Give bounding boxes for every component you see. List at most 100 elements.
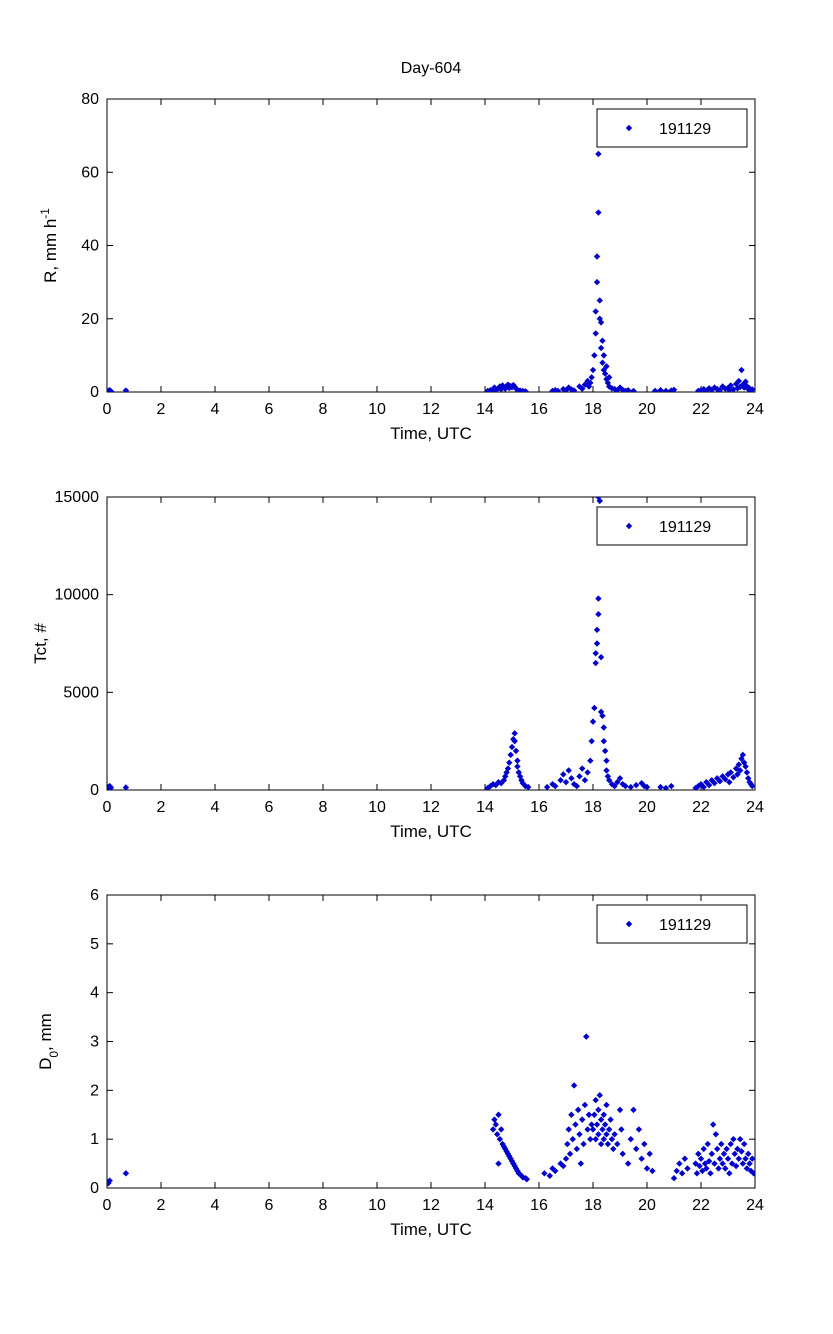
data-point: [597, 653, 605, 661]
x-tick-label: 6: [265, 401, 274, 418]
x-tick-label: 12: [422, 401, 440, 418]
data-point: [570, 1082, 578, 1089]
data-point: [606, 777, 613, 784]
data-point: [493, 1131, 501, 1138]
data-point: [570, 387, 578, 392]
data-point: [508, 743, 516, 751]
data-point: [565, 1126, 572, 1133]
x-tick-label: 10: [368, 1197, 386, 1214]
data-point: [614, 778, 621, 786]
data-point: [495, 1111, 502, 1118]
data-point: [649, 1167, 656, 1175]
data-point: [703, 1165, 710, 1172]
data-point: [595, 1131, 602, 1138]
data-point: [742, 1155, 749, 1162]
data-point: [735, 377, 742, 385]
data-point: [591, 1111, 598, 1118]
data-point: [491, 1116, 498, 1123]
x-tick-label: 0: [103, 401, 112, 418]
data-point: [588, 737, 595, 745]
data-point: [700, 1145, 707, 1153]
data-point: [107, 1177, 113, 1184]
data-point: [700, 783, 707, 790]
x-tick-label: 20: [638, 1197, 656, 1214]
x-tick-label: 14: [476, 799, 494, 816]
data-point: [500, 777, 508, 784]
data-point: [568, 1111, 575, 1118]
data-point: [511, 737, 518, 745]
data-point: [122, 387, 130, 392]
data-point: [619, 1150, 626, 1158]
legend-marker: [625, 522, 633, 530]
data-point: [719, 1160, 726, 1167]
data-point: [606, 374, 613, 381]
data-point: [678, 1170, 686, 1177]
data-point: [723, 1145, 730, 1153]
data-point: [738, 366, 745, 374]
data-point: [618, 1126, 625, 1133]
data-point: [734, 385, 741, 392]
x-tick-label: 2: [157, 401, 166, 418]
plot-box: [106, 496, 756, 791]
x-tick-label: 12: [422, 799, 440, 816]
x-tick-label: 24: [746, 1197, 764, 1214]
x-tick-label: 0: [103, 799, 112, 816]
data-point: [588, 1121, 595, 1128]
data-point: [599, 712, 606, 719]
data-point: [724, 1155, 732, 1162]
data-point: [735, 1155, 742, 1162]
data-point: [705, 385, 713, 392]
y-tick-label: 15000: [55, 489, 100, 506]
plot-box: [106, 894, 756, 1189]
data-point: [719, 383, 726, 390]
data-point: [651, 387, 659, 392]
data-point: [606, 1126, 613, 1133]
data-point: [739, 381, 747, 388]
legend-label: 191129: [659, 917, 711, 934]
data-point: [726, 778, 733, 786]
data-point: [604, 379, 612, 387]
data-point: [589, 366, 597, 374]
data-point: [630, 1106, 637, 1114]
data-point: [749, 782, 755, 790]
data-point: [593, 640, 601, 647]
data-point: [596, 497, 603, 505]
x-tick-label: 22: [692, 1197, 710, 1214]
data-point: [568, 775, 575, 782]
y-tick-label: 20: [81, 311, 99, 328]
data-point: [569, 1135, 576, 1143]
data-point: [722, 1165, 729, 1172]
data-point: [731, 1150, 738, 1158]
data-point: [557, 1160, 564, 1167]
data-point: [589, 1126, 597, 1133]
y-tick-label: 3: [90, 1034, 99, 1051]
data-point: [557, 777, 564, 784]
data-point: [741, 1140, 748, 1148]
data-point: [593, 1121, 601, 1128]
data-point: [122, 1170, 130, 1177]
data-point: [616, 1106, 624, 1114]
legend-box: [596, 506, 748, 546]
data-point: [692, 1160, 699, 1167]
x-tick-label: 16: [530, 401, 548, 418]
y-tick-label: 40: [81, 238, 99, 255]
y-tick-label: 5000: [63, 684, 99, 701]
data-point: [715, 1165, 722, 1172]
data-point: [624, 1160, 632, 1167]
y-axis-label: R, mm h-1: [38, 208, 60, 283]
data-point: [601, 1121, 609, 1128]
data-point: [722, 776, 729, 783]
data-point: [630, 387, 637, 392]
x-tick-label: 24: [746, 799, 764, 816]
data-point: [701, 1160, 709, 1167]
data-point: [703, 387, 710, 392]
data-point: [514, 763, 521, 770]
data-point: [662, 784, 670, 790]
data-point: [716, 386, 724, 392]
data-point: [610, 1145, 617, 1153]
data-point: [595, 595, 602, 602]
data-point: [107, 784, 115, 790]
data-point: [585, 1111, 593, 1118]
data-point: [622, 782, 629, 790]
x-tick-label: 4: [211, 1197, 220, 1214]
